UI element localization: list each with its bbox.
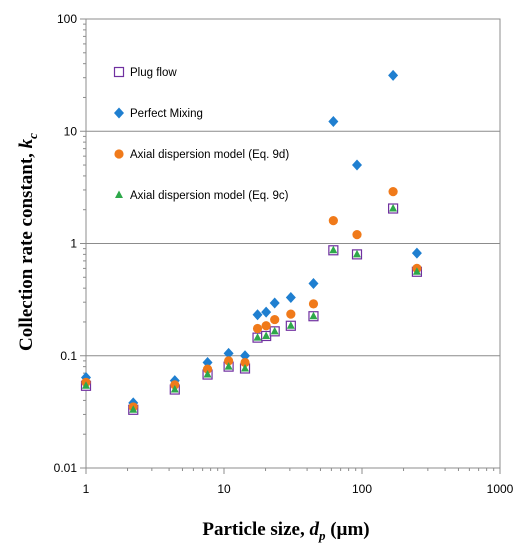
x-tick-label: 10 [217, 482, 231, 496]
data-point [388, 186, 398, 197]
x-axis-label: Particle size, dp (µm) [202, 519, 369, 543]
y-tick-labels: 0.01 0.1 1 10 100 [54, 12, 78, 475]
x-tick-label: 1 [83, 482, 90, 496]
y-tick-label: 10 [64, 124, 78, 138]
data-point [286, 321, 295, 329]
data-point [240, 357, 250, 368]
data-point [388, 69, 399, 81]
legend-label: Perfect Mixing [130, 108, 203, 120]
x-tick-label: 1000 [487, 482, 514, 496]
legend-marker [115, 190, 123, 198]
data-point [129, 405, 138, 413]
data-point [412, 267, 421, 275]
data-points [80, 69, 423, 415]
data-point [328, 116, 339, 128]
x-tick-label: 100 [352, 482, 372, 496]
data-point [223, 347, 234, 359]
data-point [329, 245, 338, 254]
data-point [286, 309, 296, 319]
y-tick-label: 1 [70, 237, 77, 251]
data-point [285, 292, 296, 304]
data-point [82, 381, 90, 389]
data-point [253, 333, 262, 341]
legend-marker [114, 107, 124, 119]
data-point [269, 297, 280, 309]
gridlines [86, 130, 500, 357]
data-point [224, 362, 233, 370]
legend-label: Axial dispersion model (Eq. 9d) [130, 149, 289, 161]
data-point [261, 306, 272, 318]
legend-marker [114, 149, 124, 159]
data-point [202, 364, 213, 374]
legend-label: Axial dispersion model (Eq. 9c) [130, 190, 289, 202]
y-tick-label: 0.01 [54, 461, 78, 475]
axes [80, 18, 501, 474]
data-point [352, 159, 363, 171]
data-point [241, 363, 250, 372]
data-point [270, 314, 280, 325]
data-point [203, 370, 212, 378]
data-point [352, 230, 362, 240]
y-tick-label: 100 [57, 12, 77, 26]
legend-marker [113, 66, 125, 78]
y-tick-label: 0.1 [60, 349, 77, 363]
data-point [240, 350, 251, 362]
data-point [224, 356, 234, 366]
data-point [308, 299, 319, 309]
legend: Plug flow Perfect Mixing Axial dispersion … [113, 66, 289, 202]
data-point [252, 323, 263, 334]
data-point [170, 380, 180, 390]
legend-label: Plug flow [130, 67, 177, 79]
x-tick-labels: 1 10 100 1000 [83, 482, 514, 496]
data-point [389, 204, 398, 212]
data-point [309, 311, 318, 320]
data-point [308, 278, 319, 290]
data-point [353, 249, 362, 258]
data-point [328, 215, 338, 226]
data-point [262, 331, 271, 339]
data-point [411, 247, 422, 259]
data-point [170, 385, 179, 393]
y-axis-label: Collection rate constant, kc [16, 133, 40, 351]
data-point [261, 321, 271, 331]
data-point [270, 326, 279, 335]
data-point [252, 309, 263, 321]
